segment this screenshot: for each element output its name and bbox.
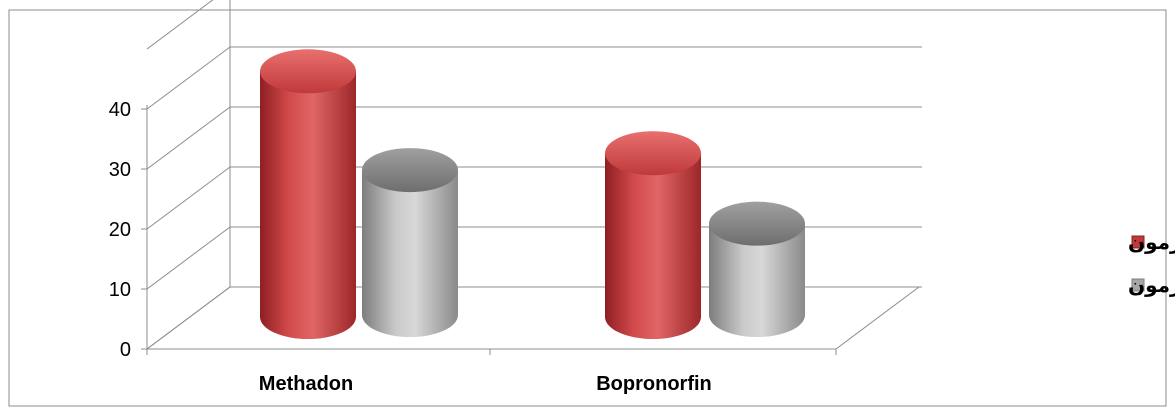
- y-tick-label: 40: [109, 99, 131, 121]
- y-tick-label: 30: [109, 159, 131, 181]
- bar-top: [709, 201, 805, 246]
- bar-top: [362, 148, 458, 193]
- y-tick-label: 0: [120, 339, 131, 361]
- bar-methadon-pre: [260, 49, 356, 340]
- side-wall-gridline: [146, 106, 231, 170]
- bar-body: [709, 223, 805, 337]
- category-label: Methadon: [259, 373, 353, 395]
- legend-label: پیش آزمون: [1128, 229, 1175, 255]
- x-axis-categories: Methadon Bopronorfin: [259, 373, 712, 395]
- bar-methadon-post: [362, 148, 458, 337]
- legend: پیش آزمون پس آزمون: [1128, 229, 1175, 298]
- bar-top: [260, 49, 356, 94]
- legend-swatch: [1131, 278, 1145, 292]
- side-wall-gridline: [146, 226, 231, 290]
- legend-swatch: [1131, 235, 1145, 249]
- bar-top: [605, 131, 701, 176]
- chart-border: [8, 9, 1167, 407]
- y-tick-label: 10: [109, 279, 131, 301]
- bar-bopronorfin-pre: [605, 131, 701, 339]
- bar-body: [605, 153, 701, 339]
- bar-bopronorfin-post: [709, 201, 805, 337]
- side-wall-gridline: [146, 46, 231, 110]
- bar-body: [362, 170, 458, 337]
- legend-label: پس آزمون: [1128, 272, 1175, 298]
- side-wall-gridline: [146, 166, 231, 230]
- bars: [260, 49, 805, 340]
- floor: [145, 286, 921, 350]
- y-axis-ticks: 0 10 20 30 40: [109, 99, 147, 361]
- category-label: Bopronorfin: [596, 373, 712, 395]
- y-tick-label: 20: [109, 219, 131, 241]
- side-wall-gridline: [146, 0, 214, 50]
- bar-body: [260, 71, 356, 340]
